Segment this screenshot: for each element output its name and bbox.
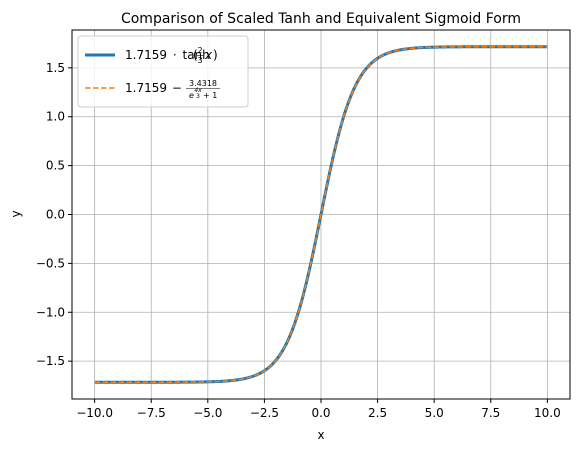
- legend-box: [77, 35, 249, 108]
- legend-label-sigmoid: 1.7159 − 3.4318 e 4x 3 + 1: [125, 79, 220, 100]
- x-axis-label: x: [317, 428, 324, 442]
- y-axis: −1.5 −1.0 −0.5 0.0 0.5 1.0 1.5: [36, 61, 72, 368]
- legend-sigmoid-den-base: e: [189, 91, 194, 100]
- svg-text:(: (: [193, 48, 198, 62]
- x-tick-label: 7.5: [481, 406, 500, 420]
- legend-tanh-func: tanh: [182, 48, 209, 62]
- legend-tanh-var: x: [204, 48, 213, 62]
- y-tick-label: 1.5: [46, 61, 65, 75]
- x-tick-label: 0.0: [311, 406, 330, 420]
- x-tick-label: −5.0: [193, 406, 222, 420]
- legend-label-tanh: 1.7159 · tanh ( 2 3 x ): [125, 46, 218, 65]
- x-tick-label: −7.5: [137, 406, 166, 420]
- series-line-sigmoid: [94, 45, 548, 384]
- x-tick-label: −10.0: [76, 406, 113, 420]
- svg-text:1.7159 · tanh: 1.7159 · tanh: [125, 48, 210, 62]
- x-tick-label: −2.5: [250, 406, 279, 420]
- x-tick-label: 10.0: [534, 406, 561, 420]
- y-axis-label: y: [9, 210, 23, 217]
- x-tick-label: 5.0: [425, 406, 444, 420]
- svg-text:e: e: [189, 91, 194, 100]
- y-tick-label: 1.0: [46, 110, 65, 124]
- y-tick-label: −1.0: [36, 305, 65, 319]
- legend-sigmoid-minus: −: [172, 81, 182, 95]
- y-tick-label: 0.0: [46, 208, 65, 222]
- legend-sigmoid-exp-num: 4x: [194, 87, 202, 94]
- x-tick-label: 2.5: [368, 406, 387, 420]
- x-axis: −10.0 −7.5 −5.0 −2.5 0.0 2.5 5.0 7.5 10.0: [76, 399, 561, 420]
- legend-sigmoid-exp-den: 3: [196, 93, 200, 100]
- legend-tanh-frac-num: 2: [197, 46, 202, 55]
- svg-text:1.7159 −: 1.7159 −: [125, 81, 182, 95]
- y-tick-label: 0.5: [46, 159, 65, 173]
- legend-sigmoid-den-plus: + 1: [203, 91, 217, 100]
- legend-sigmoid-coef: 1.7159: [125, 81, 167, 95]
- y-tick-label: −0.5: [36, 256, 65, 270]
- legend-tanh-frac-den: 3: [197, 56, 202, 65]
- y-tick-label: −1.5: [36, 354, 65, 368]
- series-layer: [94, 45, 548, 384]
- legend-tanh-coef: 1.7159: [125, 48, 167, 62]
- legend: 1.7159 · tanh ( 2 3 x ) 1.7159 − 3.4318 …: [77, 35, 249, 108]
- chart-title: Comparison of Scaled Tanh and Equivalent…: [121, 11, 521, 27]
- svg-text:): ): [213, 48, 218, 62]
- legend-sigmoid-num: 3.4318: [189, 79, 217, 88]
